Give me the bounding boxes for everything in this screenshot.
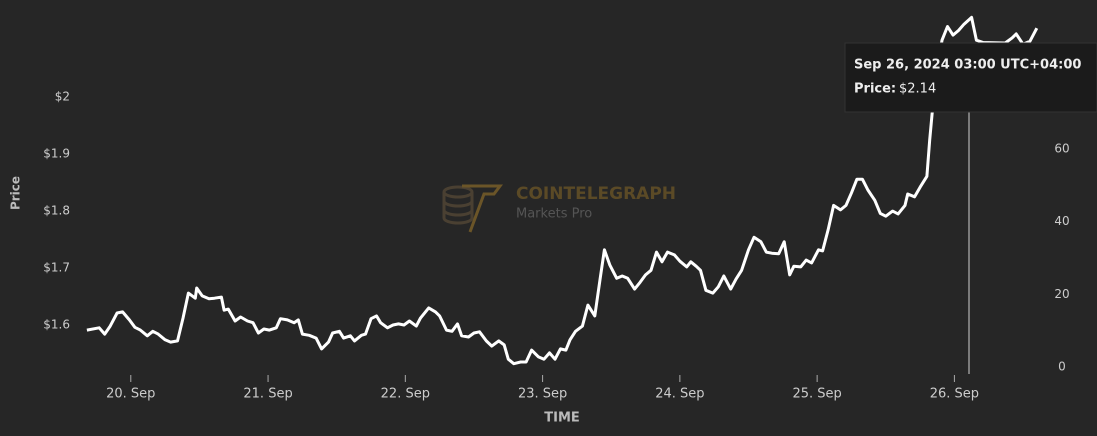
y2-tick-label: 60	[1054, 142, 1069, 156]
watermark-product: Markets Pro	[516, 207, 592, 222]
x-tick-label: 20. Sep	[106, 387, 155, 402]
tooltip-value: $2.14	[899, 82, 936, 97]
y2-tick-label: 40	[1054, 214, 1069, 228]
tooltip-title: Sep 26, 2024 03:00 UTC+04:00	[854, 58, 1081, 73]
watermark-brand: COINTELEGRAPH	[516, 184, 676, 204]
plot-area: $1.6 $1.7 $1.8 $1.9 $2 0 20 40 60 20. Sep 21. Sep 2…	[43, 15, 1070, 402]
watermark-logo	[442, 184, 503, 233]
x-tick-label: 24. Sep	[655, 387, 704, 402]
y-tick-label: $1.9	[43, 147, 70, 161]
y-tick-label: $1.7	[43, 261, 70, 275]
tooltip-box	[844, 42, 1097, 113]
x-axis-label: TIME	[544, 411, 580, 426]
x-tick-label: 26. Sep	[930, 387, 979, 402]
y-tick-label: $1.8	[43, 204, 70, 218]
y-tick-label: $1.6	[43, 318, 70, 332]
x-tick-label: 22. Sep	[381, 387, 430, 402]
x-tick-label: 21. Sep	[243, 387, 292, 402]
x-tick-label: 23. Sep	[518, 387, 567, 402]
tooltip-label: Price:	[854, 82, 896, 97]
y2-tick-label: 20	[1054, 287, 1069, 301]
tooltip: Sep 26, 2024 03:00 UTC+04:00 Price: $2.1…	[844, 42, 1097, 113]
price-line	[86, 15, 1039, 366]
y-tick-label: $2	[55, 90, 70, 104]
x-tick-label: 25. Sep	[792, 387, 841, 402]
y-axis-label: Price	[9, 176, 23, 210]
y2-tick-label: 0	[1058, 359, 1066, 373]
